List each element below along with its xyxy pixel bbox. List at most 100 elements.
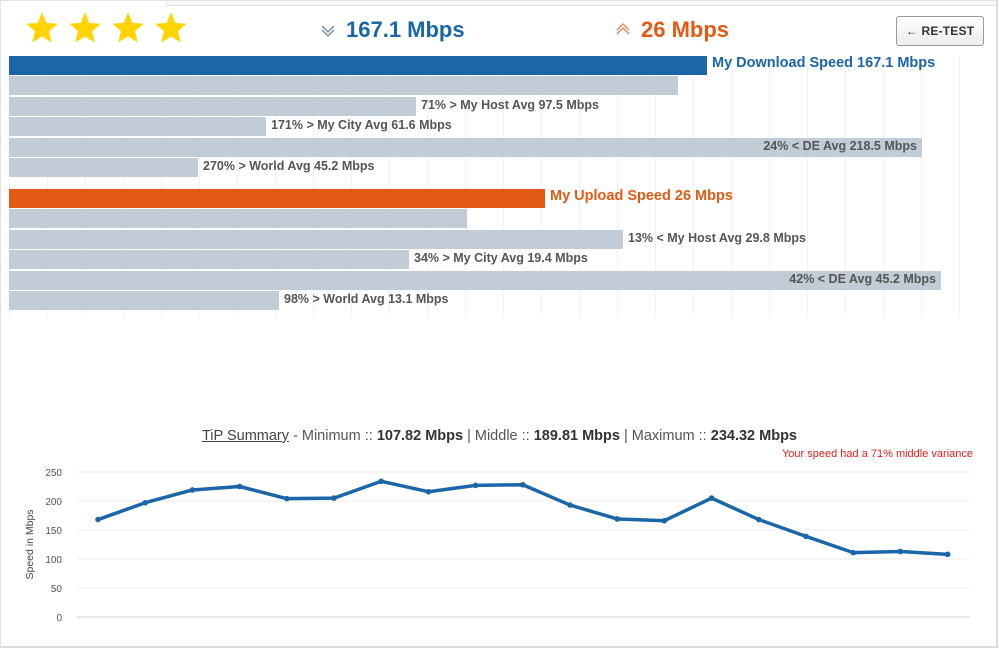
speed-data-point <box>520 481 526 488</box>
upload-bar-label: 42% < DE Avg 45.2 Mbps <box>789 271 936 286</box>
speed-data-point <box>567 502 573 508</box>
speed-series-line <box>97 479 948 557</box>
frame-border-left <box>0 0 1 648</box>
upload-bar-fill <box>9 229 623 249</box>
speed-data-point <box>944 551 951 558</box>
upload-bar-row: 13% < My Host Avg 29.8 Mbps <box>9 229 984 249</box>
bar-gridline <box>503 56 504 318</box>
y-tick-label: 250 <box>45 468 62 479</box>
download-bar-fill <box>9 76 678 96</box>
star-icon <box>26 12 58 43</box>
bar-gridline <box>9 56 10 318</box>
download-bar-label: 71% > My Host Avg 97.5 Mbps <box>421 97 599 112</box>
frame-border-bottom <box>0 646 999 648</box>
speed-data-point <box>756 516 762 523</box>
bar-gridline <box>693 56 694 318</box>
download-bar-fill <box>9 137 922 157</box>
speed-data-point <box>378 478 385 485</box>
bar-gridline <box>427 56 428 318</box>
upload-bar-row: 34% > My City Avg 19.4 Mbps <box>9 250 984 270</box>
bar-gridline <box>845 56 846 318</box>
download-speed-value: 167.1 Mbps <box>346 17 465 42</box>
speed-line-chart: 0 50 100 150 200 250 Speed in Mbps <box>24 468 970 624</box>
middle-label: | Middle :: <box>463 428 534 444</box>
maximum-label: | Maximum :: <box>619 428 711 444</box>
download-bar-row <box>9 76 984 96</box>
y-tick-label: 200 <box>45 497 62 508</box>
upload-bar-fill <box>9 250 409 270</box>
middle-value: 189.81 Mbps <box>533 428 620 444</box>
minimum-value: 107.82 Mbps <box>376 428 464 444</box>
upload-bar-label: 34% > My City Avg 19.4 Mbps <box>414 251 588 266</box>
bar-gridline <box>275 56 276 318</box>
speed-data-point <box>95 516 101 523</box>
star-icon <box>112 12 144 43</box>
download-bar-label: 24% < DE Avg 218.5 Mbps <box>763 138 917 153</box>
upload-bar-row: 98% > World Avg 13.1 Mbps <box>9 291 984 310</box>
upload-bar-fill <box>9 270 941 290</box>
minimum-label: - Minimum :: <box>289 428 377 444</box>
bar-gridline <box>731 56 732 318</box>
bar-gridline <box>161 56 162 318</box>
y-tick-label: 150 <box>45 526 62 537</box>
star-icon <box>69 12 101 43</box>
bar-gridline <box>465 56 466 318</box>
speed-data-point <box>425 488 432 495</box>
speed-data-point <box>661 517 668 524</box>
bar-gridline <box>769 56 770 318</box>
upload-bar-label: 98% > World Avg 13.1 Mbps <box>284 292 449 306</box>
speed-data-point <box>472 482 479 489</box>
speed-data-point <box>614 516 620 522</box>
star-rating <box>24 10 196 50</box>
y-axis-label: Speed in Mbps <box>24 509 36 579</box>
tip-summary-link[interactable]: TiP Summary <box>201 428 289 444</box>
star-icon <box>155 12 187 43</box>
speed-data-point <box>189 487 196 493</box>
upload-speed-display: 26 Mbps <box>615 17 729 43</box>
download-bar-fill <box>9 158 198 177</box>
speed-data-point <box>803 533 809 540</box>
retest-button[interactable]: ← RE-TEST <box>896 16 984 46</box>
upload-bar-row: My Upload Speed 26 Mbps <box>9 188 984 208</box>
speed-comparison-bars: My Download Speed 167.1 Mbps 71% > My Hos… <box>9 55 984 318</box>
bar-gridline <box>579 56 580 318</box>
download-bar-label: 171% > My City Avg 61.6 Mbps <box>271 118 452 133</box>
upload-bar-fill <box>9 291 279 310</box>
bar-gridline <box>807 56 808 318</box>
download-speed-display: 167.1 Mbps <box>320 17 465 43</box>
speed-data-point <box>850 549 856 556</box>
bar-gridline <box>85 56 86 318</box>
frame-border-right <box>996 0 998 648</box>
upload-arrow-icon <box>616 22 630 35</box>
download-bar-fill <box>9 96 416 116</box>
download-bar-row: 24% < DE Avg 218.5 Mbps <box>9 137 984 157</box>
bar-gridline <box>655 56 656 318</box>
bar-gridline <box>123 56 124 318</box>
download-bar-fill <box>9 56 707 75</box>
speed-data-point <box>897 548 904 555</box>
download-bar-row: My Download Speed 167.1 Mbps <box>9 55 984 75</box>
bar-gridline <box>883 56 884 318</box>
upload-bar-label: 13% < My Host Avg 29.8 Mbps <box>628 230 806 245</box>
download-bar-row: 71% > My Host Avg 97.5 Mbps <box>9 96 984 116</box>
upload-bar-fill <box>9 189 545 208</box>
upload-bar-row <box>9 209 984 229</box>
download-arrow-icon <box>321 25 335 38</box>
bar-gridline <box>921 56 922 318</box>
download-bar-label: My Download Speed 167.1 Mbps <box>712 55 936 71</box>
bar-gridline <box>237 56 238 318</box>
speed-data-point <box>331 495 337 501</box>
y-tick-label: 0 <box>56 613 62 624</box>
bar-gridline <box>199 56 200 318</box>
bar-gridline <box>389 56 390 318</box>
frame-border-top <box>0 0 999 1</box>
upload-bar-row: 42% < DE Avg 45.2 Mbps <box>9 270 984 290</box>
y-tick-label: 50 <box>51 584 63 595</box>
upload-bar-fill <box>9 209 467 229</box>
upload-bar-label: My Upload Speed 26 Mbps <box>550 188 733 204</box>
download-bar-row: 171% > My City Avg 61.6 Mbps <box>9 117 984 137</box>
bar-gridline <box>313 56 314 318</box>
tip-summary: TiP Summary - Minimum :: 107.82 Mbps | M… <box>0 428 999 444</box>
speed-data-point <box>708 495 715 501</box>
bar-gridline <box>47 56 48 318</box>
